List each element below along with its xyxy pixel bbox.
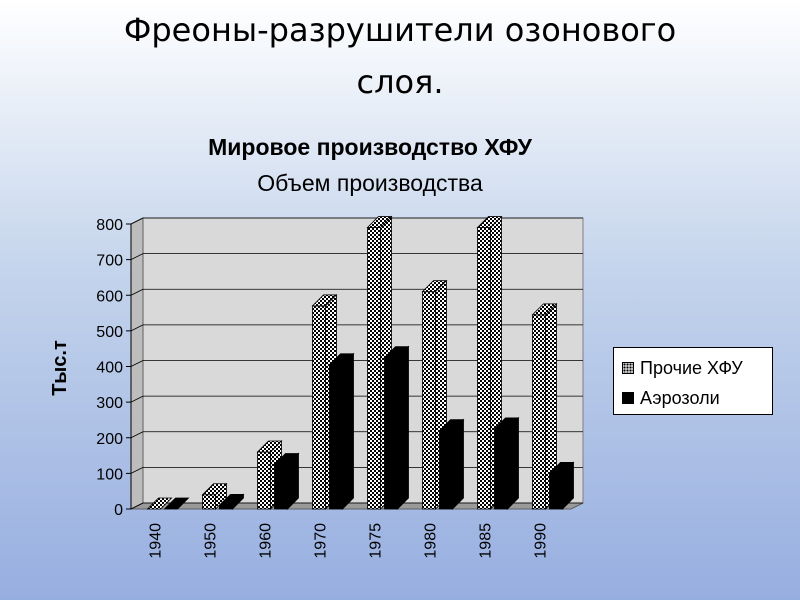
gridline-side [130,360,144,367]
x-tick-label-1990: 1990 [533,523,550,559]
bar-1-series-0 [202,494,216,510]
y-tick-label: 700 [96,253,123,270]
gridline-side [130,217,144,225]
y-tick-label: 500 [96,324,123,341]
bar-5-series-1 [439,430,453,510]
x-tick-label-1975: 1975 [368,523,385,559]
y-tick-label: 0 [114,502,123,519]
slide-title-line-2: слоя. [356,63,444,101]
y-tick-label: 800 [96,217,123,234]
gridline-side [130,324,144,332]
legend-label-1: Аэрозоли [640,387,720,408]
bar-5-series-1-side [452,418,464,510]
gridline-side [130,431,144,439]
bar-3-series-1-side [342,352,354,510]
gridline-side [130,502,144,510]
bar-4-series-1-side [397,345,409,510]
x-tick-label-1970: 1970 [313,523,330,559]
y-axis-label: Тыс.т [49,340,71,396]
x-tick-label-1950: 1950 [203,523,220,559]
legend-swatch-checker-icon [622,362,634,374]
bar-7-series-1-side [562,461,574,510]
slide-title: Фреоны-разрушители озонового слоя. [0,4,800,108]
y-tick-label: 300 [96,395,123,412]
x-tick-label-1960: 1960 [258,523,275,559]
y-tick-label: 600 [96,288,123,305]
bar-7-series-0 [532,314,546,510]
plot-floor [130,502,584,510]
bar-0-series-0 [146,497,173,510]
bar-2-series-1-side [287,452,299,510]
bar-1-series-1-side [232,493,244,510]
bar-3-series-0 [312,305,326,510]
bar-6-series-1-side [507,416,519,510]
slide-title-line-1: Фреоны-разрушители озонового [123,11,677,49]
bar-2-series-0 [257,451,271,510]
x-tick-label-1980: 1980 [423,523,440,559]
x-tick-label-1940: 1940 [148,523,165,559]
bar-6-series-0 [477,227,491,510]
bar-7-series-1 [549,472,563,510]
y-tick-label: 200 [96,431,123,448]
bar-3-series-1 [329,364,343,510]
y-tick-label: 400 [96,360,123,377]
bar-4-series-0 [367,227,381,510]
bar-5-series-0 [422,291,436,510]
gridline-side [130,253,144,260]
gridline-side [130,288,144,296]
bar-4-series-1 [384,357,398,510]
chart-title: Мировое производство ХФУ [208,134,532,160]
legend-item-1: Аэрозоли [622,386,720,410]
gridline-side [130,395,144,403]
x-tick-label-1985: 1985 [478,523,495,559]
bar-6-series-1 [494,428,508,510]
gridline-side [130,467,144,474]
chart-subtitle: Объем производства [257,170,483,196]
plot-area: 0 100 200 300 400 500 600 700 800 1940 1950 1960 197… [96,215,584,559]
bar-1-series-1 [219,505,233,510]
bar-2-series-1 [274,464,288,510]
legend-swatch-black-icon [622,392,634,404]
legend-item-0: Прочие ХФУ [622,356,743,380]
bar-0-series-1 [163,497,190,510]
legend-label-0: Прочие ХФУ [640,357,743,378]
legend: Прочие ХФУ Аэрозоли [613,347,773,415]
y-tick-label: 100 [96,466,123,483]
